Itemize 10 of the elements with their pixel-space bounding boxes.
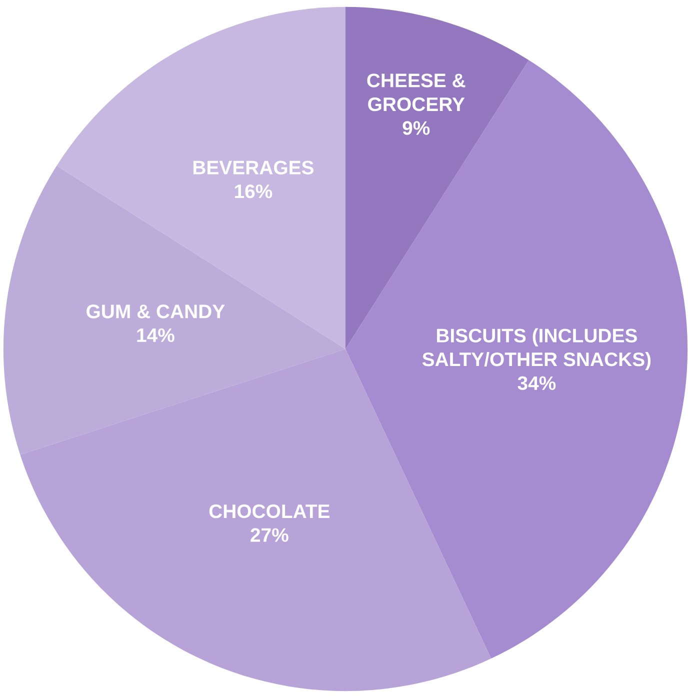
data-label: 34%: [518, 376, 556, 390]
data-label: 9%: [402, 121, 430, 135]
data-label: 16%: [234, 184, 272, 198]
slice-label: BEVERAGES: [193, 160, 314, 174]
slice-label: CHEESE & GROCERY: [367, 74, 466, 112]
slice-label: BISCUITS (INCLUDES SALTY/OTHER SNACKS): [422, 328, 651, 370]
data-label: 27%: [250, 528, 288, 542]
data-label: 14%: [137, 328, 174, 342]
slice-label: GUM & CANDY: [86, 304, 225, 318]
slice-label: CHOCOLATE: [209, 504, 330, 518]
